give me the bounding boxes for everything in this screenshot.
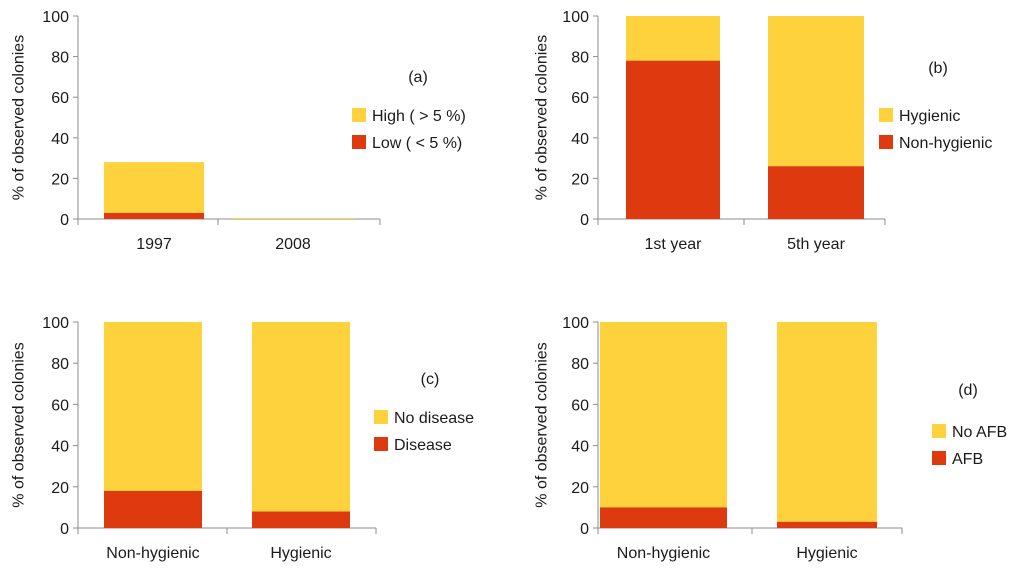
- bar-segment-top: [232, 217, 354, 219]
- legend-label: AFB: [952, 451, 983, 468]
- panel-label: (b): [928, 60, 948, 77]
- panel-label: (c): [421, 371, 440, 388]
- legend-swatch: [374, 410, 388, 424]
- y-tick-label: 0: [580, 521, 589, 538]
- legend-label: Hygienic: [899, 108, 960, 125]
- bar-segment-top: [104, 162, 204, 213]
- chart-panel-c: 0 20 40 60 80 100 Non-hygienic Hygienic % of obs…: [11, 315, 475, 562]
- y-axis-title: % of observed colonies: [534, 342, 551, 507]
- y-tick-label: 60: [571, 90, 589, 107]
- x-tick-label: Hygienic: [796, 545, 857, 562]
- bar-segment-bottom: [768, 166, 864, 219]
- bar-segment-bottom: [104, 490, 202, 528]
- y-tick-label: 80: [51, 356, 69, 373]
- legend-label: High ( > 5 %): [372, 108, 466, 125]
- chart-panel-a: 0 20 40 60 80 100 1997 2008 % of observed coloni…: [11, 9, 466, 253]
- legend-swatch: [879, 135, 893, 149]
- y-tick-label: 40: [571, 131, 589, 148]
- legend-label: Non-hygienic: [899, 135, 992, 152]
- y-tick-label: 80: [571, 356, 589, 373]
- bar-segment-top: [768, 16, 864, 167]
- legend-label: No AFB: [952, 424, 1007, 441]
- x-tick-label: 1st year: [645, 236, 703, 253]
- y-tick-label: 60: [51, 397, 69, 414]
- y-tick-label: 80: [51, 50, 69, 67]
- panel-label: (a): [408, 69, 428, 86]
- bar-segment-bottom: [600, 507, 727, 528]
- y-tick-label: 40: [51, 131, 69, 148]
- bar-segment-bottom: [777, 521, 877, 528]
- y-tick-label: 0: [580, 212, 589, 229]
- legend-swatch: [352, 135, 366, 149]
- y-tick-label: 100: [42, 9, 69, 26]
- legend-swatch: [879, 108, 893, 122]
- legend-label: Low ( < 5 %): [372, 135, 462, 152]
- bar-segment-bottom: [252, 511, 350, 528]
- x-tick-label: 1997: [136, 236, 172, 253]
- y-tick-label: 60: [571, 397, 589, 414]
- bar-segment-top: [777, 322, 877, 522]
- y-axis-title: % of observed colonies: [11, 35, 28, 200]
- panel-label: (d): [958, 382, 978, 399]
- chart-panel-d: 0 20 40 60 80 100 Non-hygienic Hygienic % of obs…: [534, 315, 1008, 562]
- x-tick-label: Non-hygienic: [617, 545, 710, 562]
- legend-swatch: [374, 437, 388, 451]
- chart-panel-b: 0 20 40 60 80 100 1st year 5th year % of observe…: [534, 9, 993, 253]
- bar-segment-top: [104, 322, 202, 491]
- legend-swatch: [352, 108, 366, 122]
- x-tick-label: Non-hygienic: [106, 545, 199, 562]
- y-tick-label: 100: [42, 315, 69, 332]
- x-tick-label: 2008: [275, 236, 311, 253]
- bar-segment-top: [626, 16, 720, 61]
- y-tick-label: 80: [571, 50, 589, 67]
- y-tick-label: 20: [571, 480, 589, 497]
- legend-label: No disease: [394, 410, 474, 427]
- legend-swatch: [932, 451, 946, 465]
- y-tick-label: 20: [51, 480, 69, 497]
- y-tick-label: 20: [571, 171, 589, 188]
- y-tick-label: 40: [571, 439, 589, 456]
- x-tick-label: 5th year: [787, 236, 845, 253]
- y-tick-label: 100: [562, 9, 589, 26]
- legend-swatch: [932, 424, 946, 438]
- y-tick-label: 100: [562, 315, 589, 332]
- y-axis-title: % of observed colonies: [534, 35, 551, 200]
- bar-segment-bottom: [626, 60, 720, 219]
- y-axis-title: % of observed colonies: [11, 342, 28, 507]
- y-tick-label: 60: [51, 90, 69, 107]
- y-tick-label: 20: [51, 171, 69, 188]
- bar-segment-bottom: [104, 212, 204, 219]
- legend-label: Disease: [394, 437, 452, 454]
- bar-segment-top: [252, 322, 350, 512]
- y-tick-label: 40: [51, 439, 69, 456]
- y-tick-label: 0: [60, 212, 69, 229]
- bar-segment-top: [600, 322, 727, 508]
- x-tick-label: Hygienic: [270, 545, 331, 562]
- y-tick-label: 0: [60, 521, 69, 538]
